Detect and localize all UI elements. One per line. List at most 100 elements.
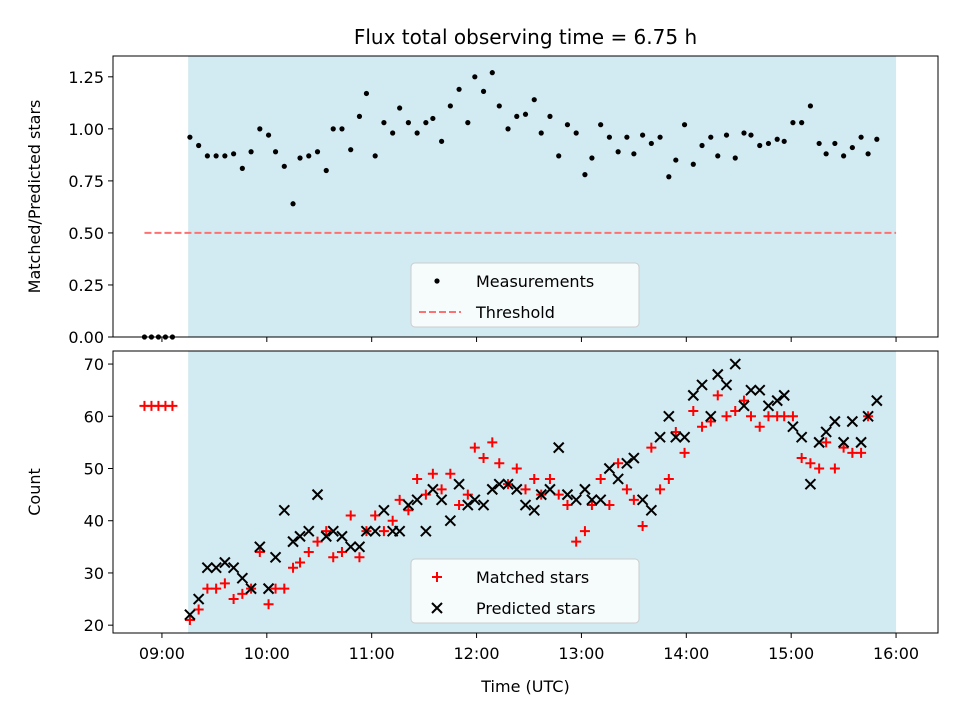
predicted-star-point [804, 478, 817, 490]
matched-star-point [303, 547, 314, 558]
measurement-point [708, 134, 714, 140]
measurement-point [272, 149, 279, 155]
measurement-point [538, 130, 544, 136]
predicted-star-point [219, 556, 231, 569]
predicted-star-point [579, 483, 591, 496]
predicted-star-point [745, 384, 757, 396]
predicted-star-point [444, 515, 457, 527]
measurement-point [405, 120, 411, 126]
predicted-star-point [227, 562, 240, 574]
predicted-star-point [762, 400, 775, 412]
measurement-point [849, 144, 855, 151]
matched-star-point [295, 557, 306, 568]
y-tick-label: 0.00 [68, 328, 104, 347]
measurement-point [832, 140, 838, 147]
predicted-star-point [846, 415, 859, 428]
matched-star-point [167, 400, 178, 411]
measurement-point [472, 74, 478, 80]
measurement-point [204, 153, 210, 159]
predicted-star-point [535, 488, 547, 501]
matched-star-point [328, 552, 339, 563]
predicted-star-point [829, 415, 841, 428]
measurement-point [874, 136, 880, 142]
predicted-star-point [553, 441, 565, 454]
measurement-point [447, 103, 453, 109]
matched-star-point [487, 437, 498, 448]
predicted-star-point [628, 452, 640, 464]
predicted-star-point [603, 462, 616, 475]
matched-star-point [595, 473, 606, 484]
predicted-star-point [411, 494, 423, 506]
matched-star-point [763, 411, 774, 422]
y-tick-label: 30 [84, 564, 104, 583]
measurement-point [531, 97, 537, 103]
predicted-star-point [311, 488, 324, 501]
matched-star-point [211, 583, 222, 594]
predicted-star-point [278, 504, 290, 516]
measurement-point [456, 86, 462, 92]
measurement-point [314, 149, 321, 155]
matched-star-point [670, 426, 681, 437]
measurement-point [489, 70, 495, 76]
measurement-point [248, 149, 254, 155]
matched-star-point [604, 500, 615, 511]
matched-star-point [494, 458, 505, 469]
measurement-point [790, 120, 796, 126]
measurement-point [816, 140, 822, 147]
flux-ratio-panel: 0.00 0.25 0.50 0.75 1.00 1.25 Flux total obser… [25, 25, 939, 347]
measurement-point [615, 149, 621, 155]
matched-star-point [263, 599, 274, 610]
legend-box [410, 558, 640, 624]
matched-star-point [730, 406, 741, 417]
measurement-point [222, 153, 228, 159]
predicted-star-point [469, 494, 481, 506]
matched-star-point [637, 520, 648, 531]
matched-star-point [579, 526, 590, 537]
measurement-point [339, 126, 345, 132]
matched-star-point [562, 500, 573, 511]
matched-star-point [856, 447, 867, 458]
measurement-point [564, 122, 571, 128]
predicted-star-point [813, 436, 825, 449]
matched-star-point [628, 494, 639, 505]
predicted-star-point [594, 494, 607, 506]
star-count-panel: 20 30 40 50 60 70 09:00 10:00 11:00 12:00 13:00 14:… [25, 350, 939, 696]
matched-star-point [228, 594, 239, 605]
measurement-point [657, 134, 663, 140]
matched-star-point [321, 526, 332, 537]
measurement-point [187, 134, 193, 140]
matched-star-point [805, 458, 816, 469]
measurement-point [390, 130, 396, 136]
y-tick-label: 50 [84, 460, 104, 479]
x-axis-label: Time (UTC) [480, 677, 569, 696]
matched-star-point [544, 473, 555, 484]
matched-star-point [237, 588, 248, 599]
matched-star-point [270, 583, 281, 594]
predicted-star-point [378, 504, 390, 516]
predicted-star-point [855, 436, 867, 449]
predicted-star-point [453, 478, 465, 490]
measurement-point [397, 105, 403, 111]
matched-star-point [553, 489, 564, 500]
matched-star-point [847, 447, 858, 458]
predicted-star-point [369, 525, 381, 537]
matched-star-point [511, 463, 522, 474]
measurement-point [631, 151, 637, 157]
predicted-star-point [771, 394, 783, 407]
legend-label: Predicted stars [476, 599, 596, 618]
measurement-point [774, 136, 780, 142]
measurement-point [666, 174, 672, 180]
measurement-point [624, 134, 630, 140]
matched-star-point [586, 500, 597, 511]
predicted-star-point [287, 535, 299, 548]
measurement-point [348, 147, 354, 153]
predicted-star-point [353, 541, 366, 553]
matched-star-point [378, 526, 389, 537]
y-tick-label: 0.25 [68, 276, 104, 295]
x-tick-label: 11:00 [349, 644, 395, 663]
measurement-point [681, 122, 688, 128]
y-tick-label: 70 [84, 355, 104, 374]
x-tick-label: 16:00 [873, 644, 919, 663]
matched-star-point [838, 442, 849, 453]
predicted-star-point [236, 572, 249, 584]
